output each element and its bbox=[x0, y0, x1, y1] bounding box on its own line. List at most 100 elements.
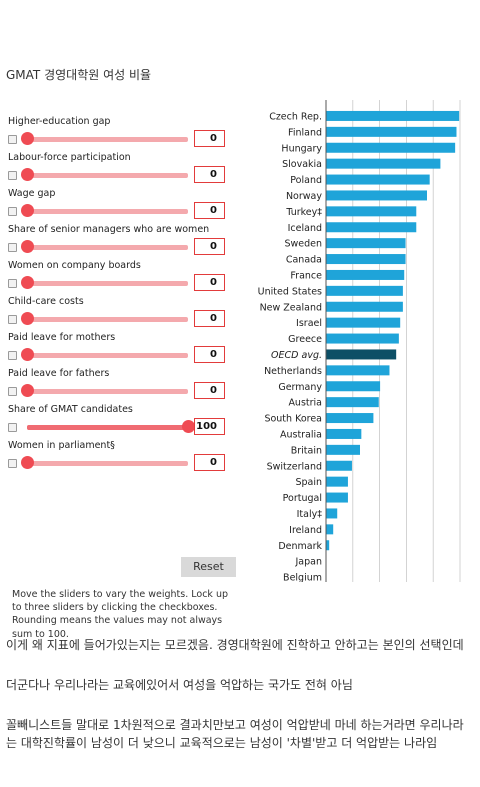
instructions-note: Move the sliders to vary the weights. Lo… bbox=[12, 589, 228, 640]
chart-country-label: Austria bbox=[288, 398, 322, 409]
slider-label: Share of senior managers who are women bbox=[8, 224, 210, 235]
chart-country-label: Germany bbox=[278, 382, 322, 393]
slider-fill bbox=[27, 425, 188, 430]
weight-value-input[interactable]: 0 bbox=[194, 310, 225, 327]
comment-paragraph-2: 더군다나 우리나라는 교육에있어서 여성을 억압하는 국가도 전혀 아님 bbox=[6, 678, 353, 692]
chart-bar-oecd-avg bbox=[326, 349, 397, 360]
weights-panel: Higher-education gap 0 Labour-force partic… bbox=[0, 98, 245, 640]
slider-handle[interactable] bbox=[21, 168, 34, 181]
chart-country-label: Greece bbox=[288, 334, 322, 345]
weight-value-input[interactable]: 0 bbox=[194, 346, 225, 363]
comment-paragraph-1: 이게 왜 지표에 들어가있는지는 모르겠음. 경영대학원에 진학하고 안하고는 … bbox=[6, 638, 464, 652]
slider-row: Share of senior managers who are women 0 bbox=[0, 224, 245, 260]
lock-checkbox[interactable] bbox=[8, 135, 17, 144]
chart-bar bbox=[326, 413, 374, 424]
slider-label: Paid leave for fathers bbox=[8, 368, 110, 379]
weight-value-input[interactable]: 0 bbox=[194, 382, 225, 399]
lock-checkbox[interactable] bbox=[8, 279, 17, 288]
slider-track[interactable] bbox=[27, 353, 188, 358]
chart-country-label: Finland bbox=[288, 127, 322, 138]
chart-bar bbox=[326, 269, 405, 280]
chart-country-label: Canada bbox=[286, 255, 322, 266]
chart-country-label: Italy‡ bbox=[297, 509, 323, 520]
weight-value-input[interactable]: 0 bbox=[194, 454, 225, 471]
chart-bar bbox=[326, 254, 406, 265]
chart-bar bbox=[326, 476, 348, 487]
chart-bar bbox=[326, 508, 338, 519]
chart-country-label: South Korea bbox=[264, 414, 322, 425]
chart-country-label: France bbox=[290, 270, 322, 281]
lock-checkbox[interactable] bbox=[8, 423, 17, 432]
lock-checkbox[interactable] bbox=[8, 351, 17, 360]
slider-track[interactable] bbox=[27, 281, 188, 286]
chart-country-label: Norway bbox=[286, 191, 322, 202]
slider-label: Share of GMAT candidates bbox=[8, 404, 133, 415]
chart-country-label: Hungary bbox=[281, 143, 322, 154]
slider-handle[interactable] bbox=[21, 312, 34, 325]
chart-country-label: Denmark bbox=[278, 541, 322, 552]
slider-handle[interactable] bbox=[21, 276, 34, 289]
slider-label: Women on company boards bbox=[8, 260, 141, 271]
weight-value-input[interactable]: 0 bbox=[194, 130, 225, 147]
slider-track[interactable] bbox=[27, 317, 188, 322]
slider-handle[interactable] bbox=[21, 348, 34, 361]
slider-label: Higher-education gap bbox=[8, 116, 111, 127]
chart-bar bbox=[326, 381, 381, 392]
chart-country-label: Poland bbox=[290, 175, 322, 186]
chart-bar bbox=[326, 540, 330, 551]
weight-value-input[interactable]: 0 bbox=[194, 166, 225, 183]
country-ranking-chart: Czech Rep. Finland Hungary Slovakia Poland No… bbox=[258, 100, 461, 582]
chart-bar bbox=[326, 317, 401, 328]
chart-country-label: Spain bbox=[295, 477, 322, 488]
slider-track[interactable] bbox=[27, 389, 188, 394]
chart-country-label: Israel bbox=[296, 318, 322, 329]
weight-value-input[interactable]: 0 bbox=[194, 238, 225, 255]
lock-checkbox[interactable] bbox=[8, 207, 17, 216]
chart-bar bbox=[326, 365, 390, 376]
weight-value-input[interactable]: 0 bbox=[194, 274, 225, 291]
slider-handle[interactable] bbox=[21, 204, 34, 217]
slider-handle[interactable] bbox=[182, 420, 195, 433]
chart-bar bbox=[326, 460, 352, 471]
weight-value-input[interactable]: 100 bbox=[194, 418, 225, 435]
chart-bar bbox=[326, 524, 334, 535]
lock-checkbox[interactable] bbox=[8, 387, 17, 396]
lock-checkbox[interactable] bbox=[8, 171, 17, 180]
slider-handle[interactable] bbox=[21, 132, 34, 145]
slider-track[interactable] bbox=[27, 173, 188, 178]
chart-bar bbox=[326, 142, 456, 153]
slider-label: Wage gap bbox=[8, 188, 56, 199]
lock-checkbox[interactable] bbox=[8, 459, 17, 468]
slider-label: Child-care costs bbox=[8, 296, 84, 307]
weight-value-input[interactable]: 0 bbox=[194, 202, 225, 219]
chart-bar bbox=[326, 301, 403, 312]
chart-bar bbox=[326, 444, 360, 455]
chart-bar bbox=[326, 492, 348, 503]
slider-track[interactable] bbox=[27, 245, 188, 250]
chart-country-label: OECD avg. bbox=[271, 350, 322, 361]
chart-bar bbox=[326, 397, 379, 408]
chart-bar bbox=[326, 174, 430, 185]
chart-bar bbox=[326, 238, 406, 249]
slider-handle[interactable] bbox=[21, 384, 34, 397]
slider-track[interactable] bbox=[27, 461, 188, 466]
slider-track[interactable] bbox=[27, 209, 188, 214]
chart-country-label: Britain bbox=[291, 445, 322, 456]
chart-country-label: Belgium bbox=[283, 573, 322, 582]
reset-button[interactable]: Reset bbox=[181, 557, 236, 577]
chart-bar bbox=[326, 206, 417, 217]
lock-checkbox[interactable] bbox=[8, 243, 17, 252]
slider-track[interactable] bbox=[27, 425, 188, 430]
slider-handle[interactable] bbox=[21, 240, 34, 253]
slider-row: Labour-force participation 0 bbox=[0, 152, 245, 188]
page-title: GMAT 경영대학원 여성 비율 bbox=[6, 68, 152, 82]
chart-country-label: Iceland bbox=[288, 223, 322, 234]
chart-bar bbox=[326, 126, 457, 137]
lock-checkbox[interactable] bbox=[8, 315, 17, 324]
slider-track[interactable] bbox=[27, 137, 188, 142]
chart-country-label: Netherlands bbox=[264, 366, 322, 377]
slider-row: Share of GMAT candidates 100 bbox=[0, 404, 245, 440]
slider-handle[interactable] bbox=[21, 456, 34, 469]
chart-country-label: Portugal bbox=[283, 493, 322, 504]
chart-country-label: Turkey‡ bbox=[285, 207, 322, 218]
